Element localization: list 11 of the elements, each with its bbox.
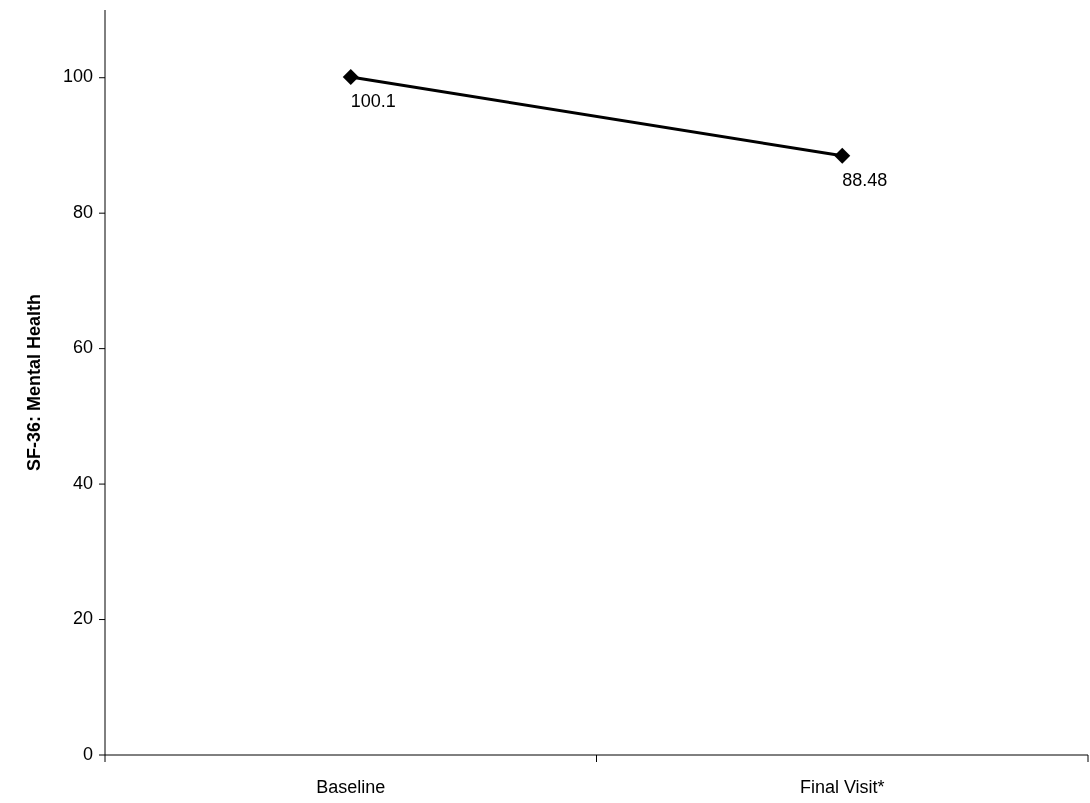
data-label: 88.48 xyxy=(842,169,888,190)
y-tick-label: 100 xyxy=(62,66,93,87)
y-tick-label: 20 xyxy=(72,608,93,629)
x-tick-label: Final Visit* xyxy=(799,777,885,797)
data-label: 100.1 xyxy=(350,91,396,112)
y-tick-label: 40 xyxy=(72,472,93,493)
y-tick-label: 80 xyxy=(72,201,93,222)
y-tick-label: 60 xyxy=(72,337,93,358)
x-tick-label: Baseline xyxy=(316,777,386,797)
y-axis-title: SF-36: Mental Health xyxy=(24,293,44,472)
y-tick-label: 0 xyxy=(82,743,93,764)
